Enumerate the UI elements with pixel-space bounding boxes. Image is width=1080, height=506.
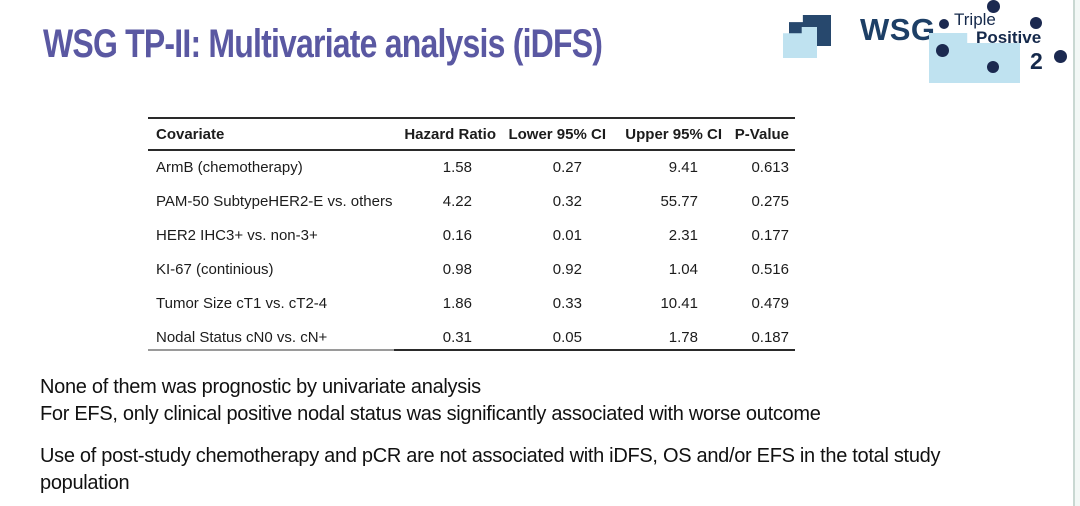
wsg-logo-text: WSG — [860, 12, 936, 47]
cell-lower-ci: 0.01 — [552, 226, 582, 244]
table-row: PAM-50 SubtypeHER2-E vs. others 4.22 0.3… — [148, 184, 795, 218]
logo-dot-icon — [1030, 17, 1042, 29]
table-row: Tumor Size cT1 vs. cT2-4 1.86 0.33 10.41… — [148, 286, 795, 320]
logo-dot-icon — [987, 61, 999, 73]
note-line: None of them was prognostic by univariat… — [40, 376, 481, 398]
cell-upper-ci: 10.41 — [660, 294, 698, 312]
triple-positive-number: 2 — [1030, 48, 1043, 74]
table-row: HER2 IHC3+ vs. non-3+ 0.16 0.01 2.31 0.1… — [148, 218, 795, 252]
cell-covariate: KI-67 (continious) — [156, 260, 274, 278]
cell-upper-ci: 9.41 — [668, 159, 698, 176]
screen-edge-strip — [1075, 0, 1080, 506]
cell-hazard-ratio: 0.98 — [442, 260, 472, 278]
cell-upper-ci: 2.31 — [668, 226, 698, 244]
note-line: Use of post-study chemotherapy and pCR a… — [40, 445, 941, 467]
cell-lower-ci: 0.27 — [552, 159, 582, 176]
col-header-p-value: P-Value — [734, 125, 789, 143]
col-header-hazard-ratio: Hazard Ratio — [404, 125, 496, 143]
table-header-row: Covariate Hazard Ratio Lower 95% CI Uppe… — [148, 118, 795, 150]
table-row: ArmB (chemotherapy) 1.58 0.27 9.41 0.613 — [148, 150, 795, 184]
cell-lower-ci: 0.92 — [552, 260, 582, 278]
cell-p-value: 0.613 — [751, 159, 789, 176]
cell-upper-ci: 1.04 — [668, 260, 698, 278]
cell-hazard-ratio: 0.31 — [442, 328, 472, 346]
notes-block-univariate: None of them was prognostic by univariat… — [40, 374, 821, 428]
cell-hazard-ratio: 1.86 — [442, 294, 472, 312]
multivariate-table: Covariate Hazard Ratio Lower 95% CI Uppe… — [148, 117, 795, 354]
cell-covariate: PAM-50 SubtypeHER2-E vs. others — [156, 192, 393, 210]
triple-positive-line1: Triple — [954, 10, 996, 29]
cell-p-value: 0.187 — [751, 328, 789, 346]
cell-covariate: ArmB (chemotherapy) — [156, 159, 303, 176]
cell-hazard-ratio: 0.16 — [442, 226, 472, 244]
cell-hazard-ratio: 4.22 — [442, 192, 472, 210]
cell-p-value: 0.177 — [751, 226, 789, 244]
table-row: Nodal Status cN0 vs. cN+ 0.31 0.05 1.78 … — [148, 320, 795, 354]
triple-positive-line2: Positive — [976, 28, 1042, 47]
table-row: KI-67 (continious) 0.98 0.92 1.04 0.516 — [148, 252, 795, 286]
logo-dot-icon — [987, 0, 1000, 13]
note-line: For EFS, only clinical positive nodal st… — [40, 403, 821, 425]
cell-lower-ci: 0.32 — [552, 192, 582, 210]
col-header-covariate: Covariate — [156, 125, 225, 143]
screen-edge-line — [1073, 0, 1075, 506]
col-header-lower-ci: Lower 95% CI — [508, 125, 606, 143]
logo-dot-icon — [936, 44, 949, 57]
table-bottom-border — [148, 349, 795, 351]
cell-lower-ci: 0.33 — [552, 294, 582, 312]
cell-p-value: 0.516 — [751, 260, 789, 278]
logo-dot-icon — [939, 19, 949, 29]
page-title: WSG TP-II: Multivariate analysis (iDFS) — [43, 22, 603, 66]
cell-covariate: Nodal Status cN0 vs. cN+ — [156, 328, 328, 346]
cell-upper-ci: 55.77 — [660, 192, 698, 210]
cell-covariate: HER2 IHC3+ vs. non-3+ — [156, 226, 318, 244]
notes-block-poststudy: Use of post-study chemotherapy and pCR a… — [40, 443, 940, 497]
cell-covariate: Tumor Size cT1 vs. cT2-4 — [156, 294, 328, 312]
cell-upper-ci: 1.78 — [668, 328, 698, 346]
logo-dot-icon — [1054, 50, 1067, 63]
col-header-upper-ci: Upper 95% CI — [625, 125, 722, 143]
cell-p-value: 0.479 — [751, 294, 789, 312]
cell-lower-ci: 0.05 — [552, 328, 582, 346]
cell-p-value: 0.275 — [751, 192, 789, 210]
cell-hazard-ratio: 1.58 — [442, 159, 472, 176]
note-line: population — [40, 472, 130, 494]
